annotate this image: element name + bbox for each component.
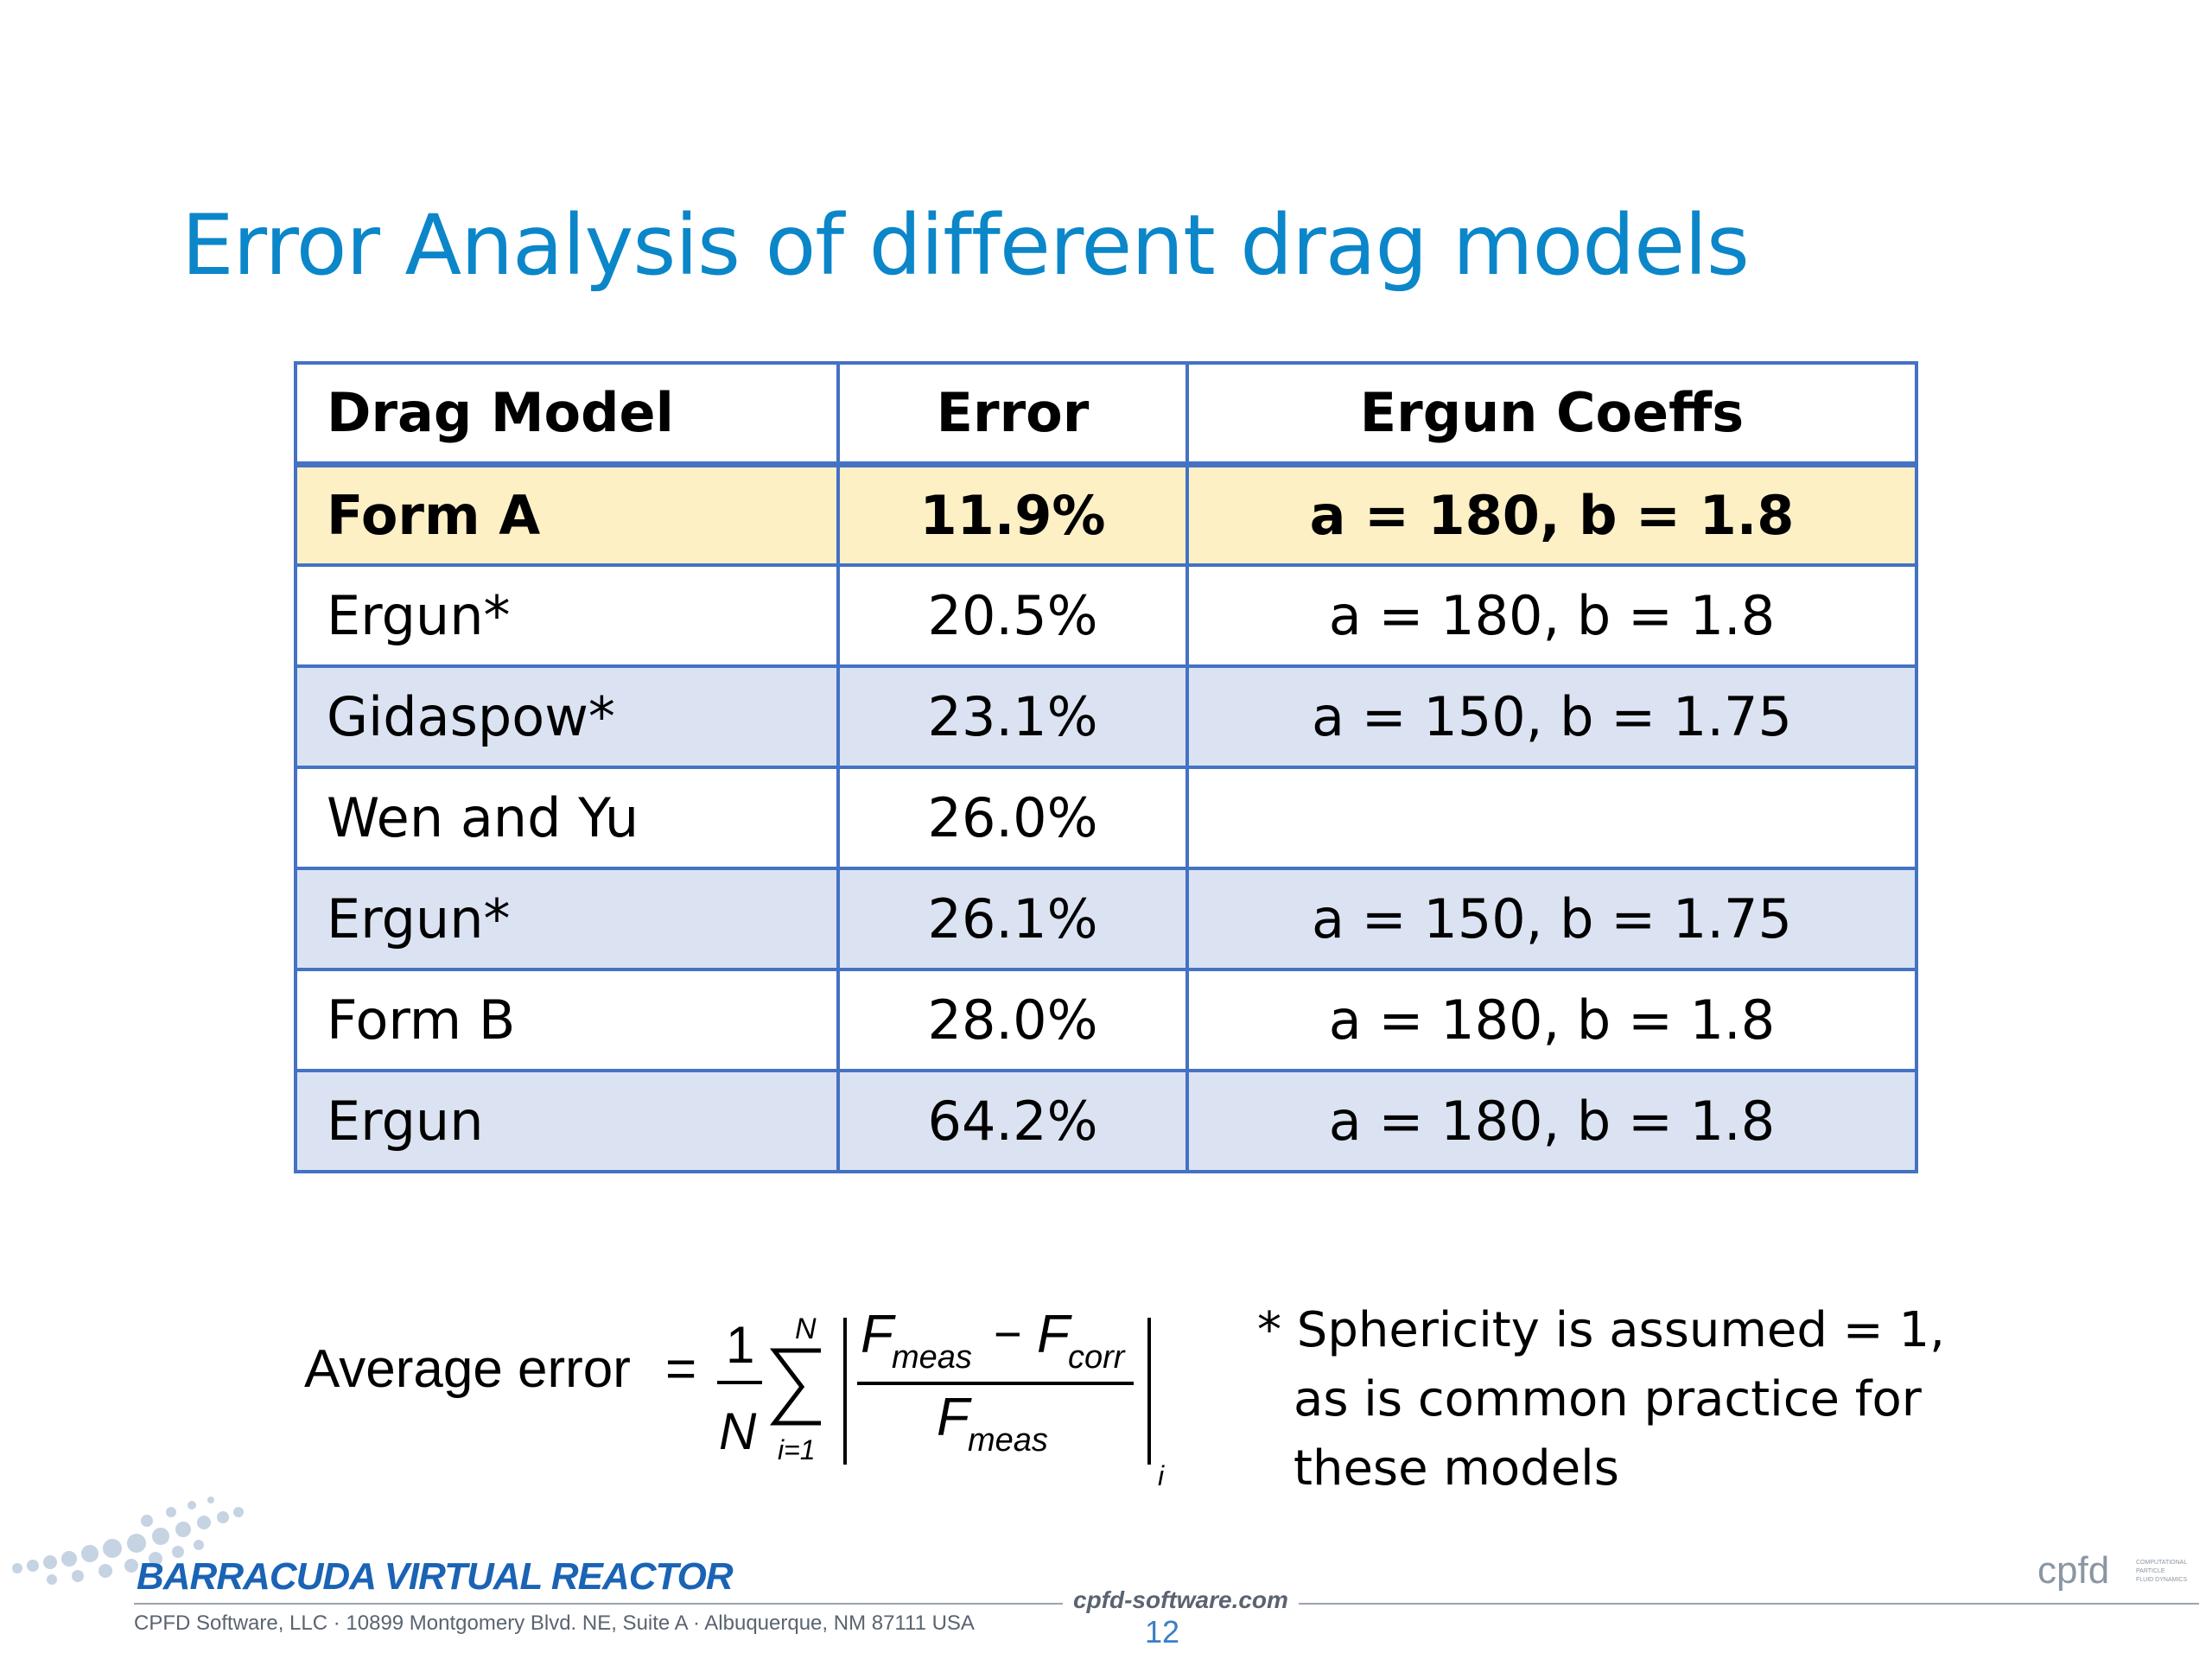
cell-model: Gidaspow* — [294, 664, 840, 769]
sum-upper-limit: N — [795, 1313, 817, 1345]
table-row: Ergun* 26.1% a = 150, b = 1.75 — [294, 867, 1918, 971]
cell-model: Form B — [294, 968, 840, 1072]
drag-model-table: Drag Model Error Ergun Coeffs Form A 11.… — [294, 361, 1918, 1173]
svg-text:COMPUTATIONAL: COMPUTATIONAL — [2136, 1560, 2187, 1566]
cell-error: 26.0% — [836, 766, 1189, 870]
note-line-2: as is common practice for — [1294, 1371, 1922, 1427]
sum-lower-limit: i=1 — [778, 1434, 816, 1465]
formula-minus: − — [994, 1306, 1022, 1361]
cell-error: 28.0% — [836, 968, 1189, 1072]
cell-error: 20.5% — [836, 563, 1189, 668]
table-row: Form A 11.9% a = 180, b = 1.8 — [294, 462, 1918, 567]
svg-text:PARTICLE: PARTICLE — [2136, 1568, 2165, 1574]
cell-model: Ergun* — [294, 563, 840, 668]
cell-model: Wen and Yu — [294, 766, 840, 870]
cell-model: Ergun — [294, 1069, 840, 1173]
brand-name: BARRACUDA VIRTUAL REACTOR — [137, 1555, 734, 1598]
F-corr: F — [1037, 1305, 1072, 1364]
cell-coeffs: a = 150, b = 1.75 — [1185, 867, 1918, 971]
cell-model: Ergun* — [294, 867, 840, 971]
brand-dots-icon — [12, 1497, 244, 1585]
cell-model: Form A — [294, 462, 840, 567]
note-line-3: these models — [1294, 1440, 1619, 1497]
sub-corr: corr — [1068, 1339, 1126, 1376]
svg-text:FLUID DYNAMICS: FLUID DYNAMICS — [2136, 1577, 2187, 1583]
cell-error: 23.1% — [836, 664, 1189, 769]
website-link[interactable]: cpfd-software.com — [1063, 1586, 1299, 1614]
table-row: Ergun 64.2% a = 180, b = 1.8 — [294, 1069, 1918, 1173]
cell-error: 64.2% — [836, 1069, 1189, 1173]
sub-meas-bottom: meas — [968, 1422, 1048, 1459]
abs-subscript-i: i — [1158, 1460, 1165, 1491]
cell-coeffs: a = 180, b = 1.8 — [1185, 968, 1918, 1072]
page-number: 12 — [1145, 1614, 1180, 1649]
formula-equals: = — [665, 1339, 696, 1399]
formula-N: N — [719, 1402, 757, 1460]
cell-error: 11.9% — [836, 462, 1189, 567]
cell-coeffs: a = 150, b = 1.75 — [1185, 664, 1918, 769]
table-row: Gidaspow* 23.1% a = 150, b = 1.75 — [294, 664, 1918, 769]
cell-coeffs: a = 180, b = 1.8 — [1185, 462, 1918, 567]
cell-coeffs: a = 180, b = 1.8 — [1185, 563, 1918, 668]
table-row: Ergun* 20.5% a = 180, b = 1.8 — [294, 563, 1918, 668]
header-error: Error — [836, 361, 1189, 467]
F-meas-bottom: F — [937, 1388, 972, 1447]
company-address: CPFD Software, LLC · 10899 Montgomery Bl… — [134, 1611, 975, 1635]
header-drag-model: Drag Model — [294, 361, 840, 467]
F-meas-top: F — [861, 1305, 896, 1364]
formula-one: 1 — [726, 1316, 754, 1374]
table-header-row: Drag Model Error Ergun Coeffs — [294, 361, 1918, 467]
svg-text:cpfd: cpfd — [2037, 1549, 2109, 1592]
table-row: Form B 28.0% a = 180, b = 1.8 — [294, 968, 1918, 1072]
header-ergun-coeffs: Ergun Coeffs — [1185, 361, 1918, 467]
formula-label: Average error — [304, 1339, 631, 1399]
cell-coeffs — [1185, 766, 1918, 870]
cell-error: 26.1% — [836, 867, 1189, 971]
slide-title: Error Analysis of different drag models — [181, 197, 1750, 294]
cpfd-logo: cpfd COMPUTATIONAL PARTICLE FLUID DYNAMI… — [2037, 1549, 2187, 1592]
sub-meas-top: meas — [892, 1339, 972, 1376]
average-error-formula: Average error = 1 N N i=1 F meas − F cor… — [304, 1300, 1168, 1491]
sum-sigma-icon — [769, 1348, 821, 1426]
sphericity-note: * Sphericity is assumed = 1, as is commo… — [1257, 1296, 1948, 1503]
note-line-1: * Sphericity is assumed = 1, — [1257, 1302, 1945, 1358]
table-row: Wen and Yu 26.0% — [294, 766, 1918, 870]
cell-coeffs: a = 180, b = 1.8 — [1185, 1069, 1918, 1173]
